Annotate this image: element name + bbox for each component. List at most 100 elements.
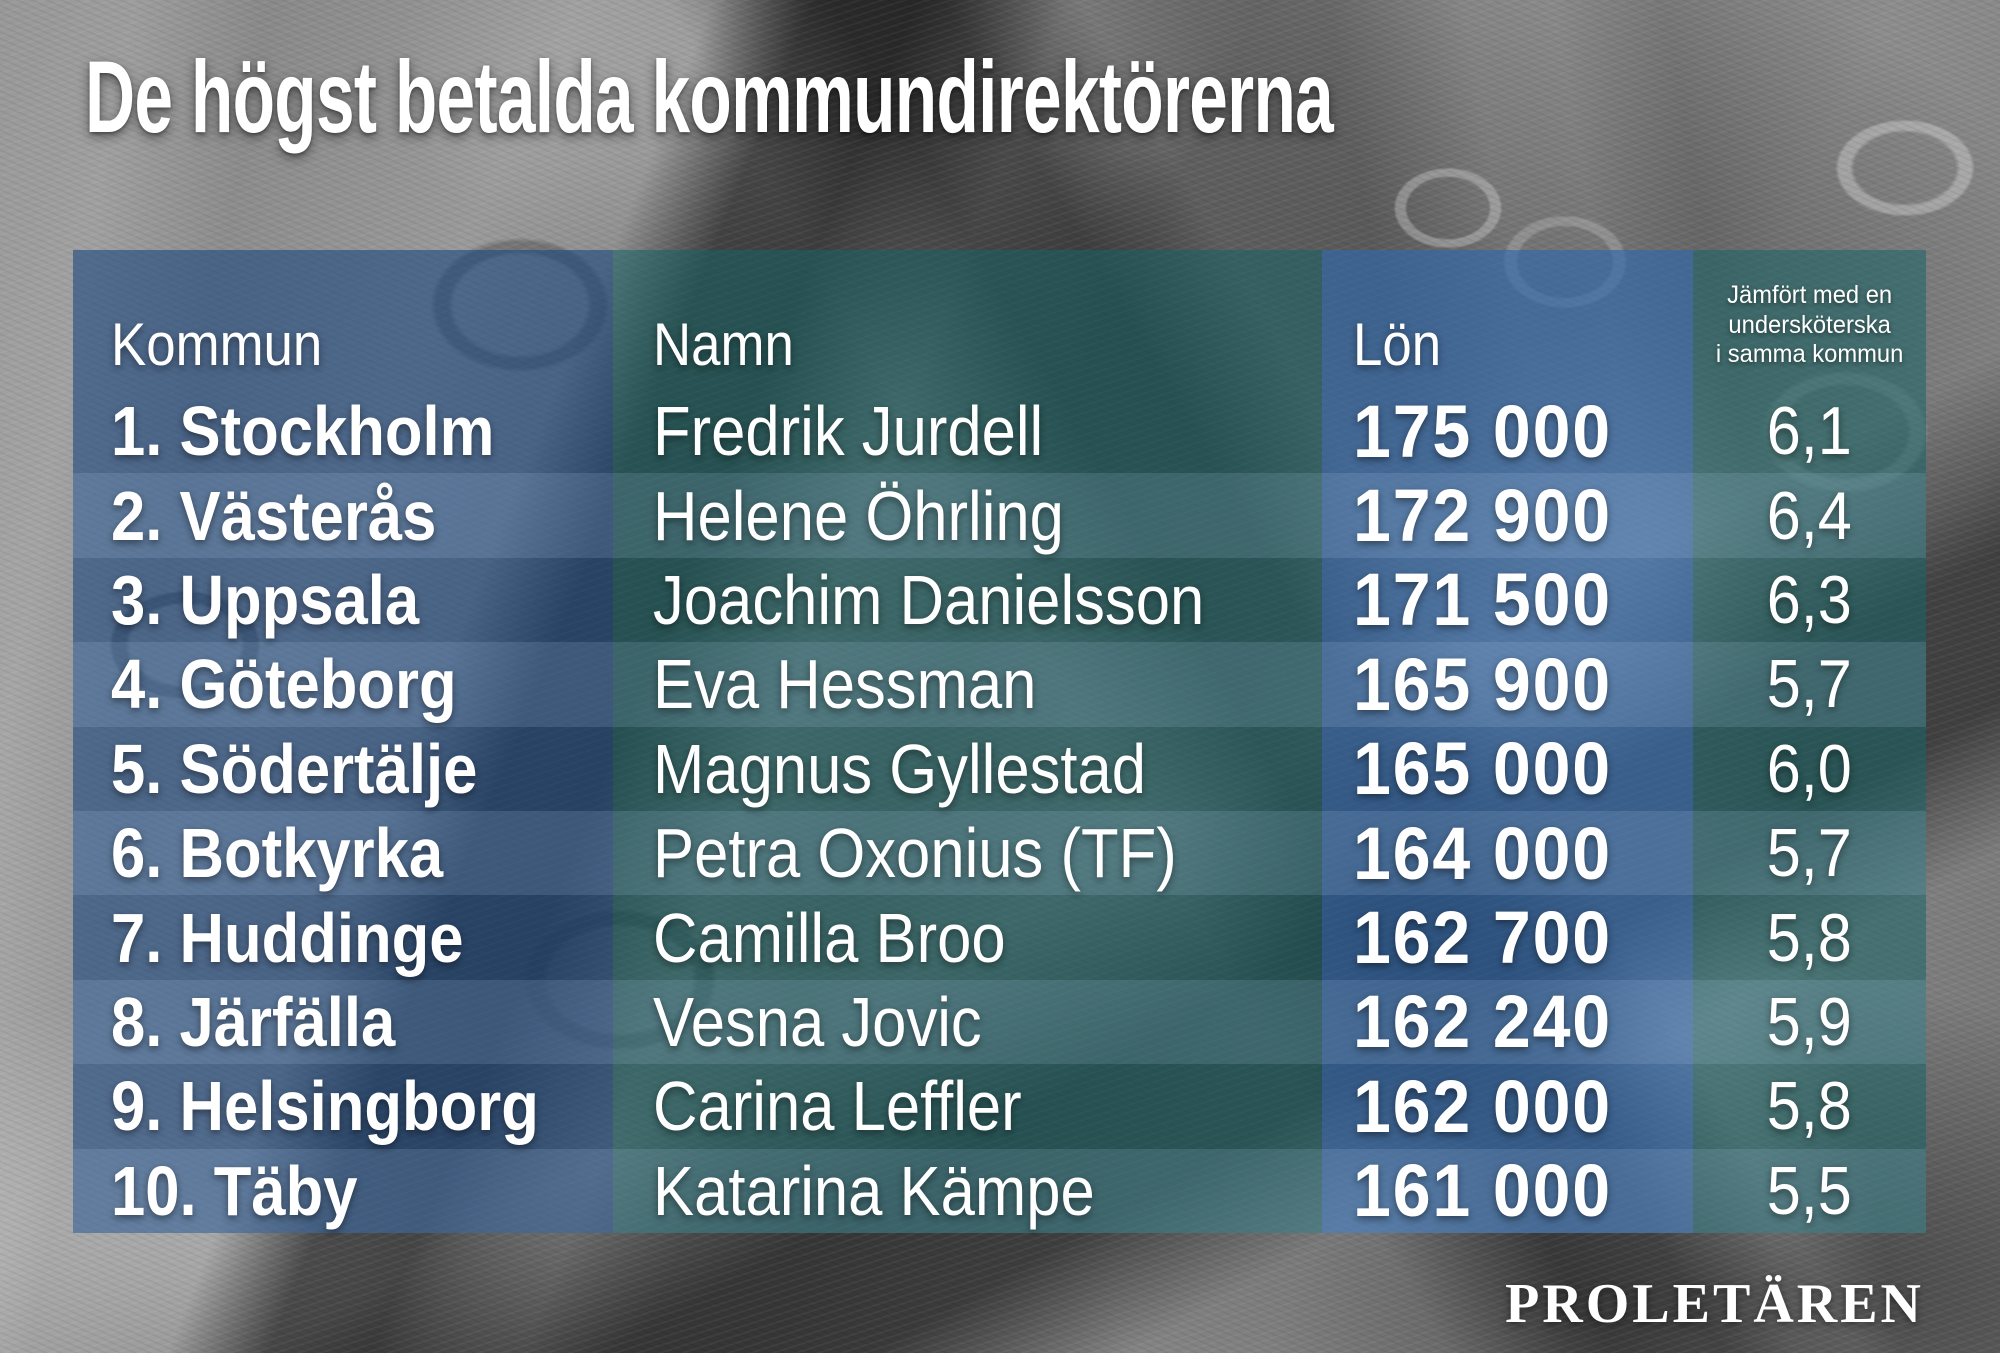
namn-cell: Vesna Jovic (613, 982, 1322, 1062)
kommun-label: 6. Botkyrka (111, 814, 444, 893)
lon-value: 162 240 (1353, 980, 1612, 1064)
jamfort-value: 6,0 (1766, 730, 1853, 807)
jamfort-value: 5,9 (1766, 983, 1853, 1060)
jamfort-value: 6,3 (1766, 561, 1853, 638)
header-namn: Namn (613, 315, 1322, 375)
comparison-note-line: undersköterska (1728, 310, 1891, 339)
lon-cell: 165 900 (1322, 642, 1693, 727)
header-comparison: Jämfört med en undersköterska i samma ko… (1693, 250, 1926, 375)
comparison-note-line: Jämfört med en (1726, 281, 1892, 310)
table-row: 5. Södertälje Magnus Gyllestad 165 000 6… (73, 727, 1926, 811)
kommun-label: 4. Göteborg (111, 645, 457, 724)
namn-label: Katarina Kämpe (653, 1151, 1095, 1230)
jamfort-value: 6,4 (1766, 477, 1853, 554)
kommun-label: 10. Täby (111, 1151, 358, 1230)
table-row: 9. Helsingborg Carina Leffler 162 000 5,… (73, 1064, 1926, 1148)
lon-cell: 164 000 (1322, 811, 1693, 896)
lon-value: 161 000 (1353, 1149, 1612, 1233)
namn-label: Eva Hessman (653, 645, 1037, 724)
kommun-label: 1. Stockholm (111, 392, 495, 471)
lon-cell: 175 000 (1322, 389, 1693, 474)
table-row: 2. Västerås Helene Öhrling 172 900 6,4 (73, 473, 1926, 558)
lon-value: 165 900 (1353, 642, 1612, 726)
lon-cell: 162 240 (1322, 979, 1693, 1064)
jamfort-value: 5,8 (1766, 1068, 1853, 1145)
kommun-cell: 2. Västerås (73, 476, 613, 556)
kommun-cell: 10. Täby (73, 1151, 613, 1231)
namn-cell: Magnus Gyllestad (613, 729, 1322, 809)
jamfort-value: 5,7 (1766, 646, 1853, 723)
table-header-row: Kommun Namn Lön Jämfört med en undersköt… (73, 250, 1926, 389)
lon-value: 171 500 (1353, 558, 1612, 642)
lon-value: 172 900 (1353, 474, 1612, 558)
namn-cell: Katarina Kämpe (613, 1151, 1322, 1231)
comparison-note-line: i samma kommun (1715, 340, 1904, 369)
header-lon: Lön (1322, 315, 1693, 375)
namn-label: Carina Leffler (653, 1067, 1022, 1146)
namn-label: Joachim Danielsson (653, 560, 1205, 639)
kommun-label: 7. Huddinge (111, 898, 464, 977)
jamfort-cell: 6,3 (1693, 561, 1926, 639)
namn-cell: Joachim Danielsson (613, 560, 1322, 640)
column-band-kommun (73, 250, 613, 1233)
lon-cell: 161 000 (1322, 1148, 1693, 1233)
lon-cell: 165 000 (1322, 726, 1693, 811)
namn-label: Magnus Gyllestad (653, 729, 1147, 808)
table-row: 1. Stockholm Fredrik Jurdell 175 000 6,1 (73, 389, 1926, 473)
table-row: 8. Järfälla Vesna Jovic 162 240 5,9 (73, 979, 1926, 1065)
lon-value: 164 000 (1353, 811, 1612, 895)
jamfort-value: 5,8 (1766, 899, 1853, 976)
header-kommun: Kommun (73, 315, 613, 375)
jamfort-value: 5,5 (1766, 1152, 1853, 1229)
lon-cell: 171 500 (1322, 557, 1693, 642)
table-row: 3. Uppsala Joachim Danielsson 171 500 6,… (73, 558, 1926, 642)
page-title: De högst betalda kommundirektörerna (85, 40, 1334, 154)
lon-cell: 162 000 (1322, 1064, 1693, 1149)
jamfort-cell: 5,9 (1693, 983, 1926, 1061)
lon-value: 165 000 (1353, 727, 1612, 811)
table-row: 7. Huddinge Camilla Broo 162 700 5,8 (73, 895, 1926, 979)
column-band-namn (613, 250, 1322, 1233)
kommun-cell: 9. Helsingborg (73, 1066, 613, 1146)
kommun-cell: 4. Göteborg (73, 644, 613, 724)
namn-cell: Helene Öhrling (613, 476, 1322, 556)
lon-value: 162 000 (1353, 1064, 1612, 1148)
jamfort-cell: 6,0 (1693, 730, 1926, 808)
namn-cell: Fredrik Jurdell (613, 391, 1322, 471)
kommun-cell: 6. Botkyrka (73, 813, 613, 893)
namn-label: Fredrik Jurdell (653, 392, 1044, 471)
table-content: Kommun Namn Lön Jämfört med en undersköt… (73, 250, 1926, 1233)
kommun-label: 8. Järfälla (111, 982, 396, 1061)
jamfort-cell: 5,5 (1693, 1152, 1926, 1230)
lon-cell: 172 900 (1322, 473, 1693, 558)
jamfort-cell: 6,1 (1693, 392, 1926, 470)
header-lon-label: Lön (1353, 311, 1442, 378)
header-namn-label: Namn (653, 311, 794, 378)
kommun-label: 2. Västerås (111, 476, 437, 555)
proletaren-logo: PROLETÄREN (1505, 1273, 1924, 1335)
lon-value: 175 000 (1353, 389, 1612, 473)
header-comparison-note: Jämfört med en undersköterska i samma ko… (1716, 281, 1903, 370)
column-band-lon (1322, 250, 1693, 1233)
lon-value: 162 700 (1353, 896, 1612, 980)
kommun-cell: 5. Södertälje (73, 729, 613, 809)
header-kommun-label: Kommun (111, 311, 323, 378)
jamfort-cell: 5,8 (1693, 1067, 1926, 1145)
table-row: 6. Botkyrka Petra Oxonius (TF) 164 000 5… (73, 810, 1926, 896)
salary-table: Kommun Namn Lön Jämfört med en undersköt… (73, 250, 1926, 1233)
column-band-comparison (1693, 250, 1926, 1233)
jamfort-cell: 5,7 (1693, 814, 1926, 892)
kommun-cell: 8. Järfälla (73, 982, 613, 1062)
kommun-cell: 1. Stockholm (73, 391, 613, 471)
jamfort-cell: 5,7 (1693, 645, 1926, 723)
namn-cell: Petra Oxonius (TF) (613, 813, 1322, 893)
kommun-label: 3. Uppsala (111, 560, 420, 639)
namn-label: Camilla Broo (653, 898, 1006, 977)
namn-label: Vesna Jovic (653, 982, 982, 1061)
kommun-cell: 7. Huddinge (73, 898, 613, 978)
table-row: 4. Göteborg Eva Hessman 165 900 5,7 (73, 642, 1926, 727)
jamfort-cell: 5,8 (1693, 899, 1926, 977)
jamfort-value: 5,7 (1766, 815, 1853, 892)
kommun-cell: 3. Uppsala (73, 560, 613, 640)
